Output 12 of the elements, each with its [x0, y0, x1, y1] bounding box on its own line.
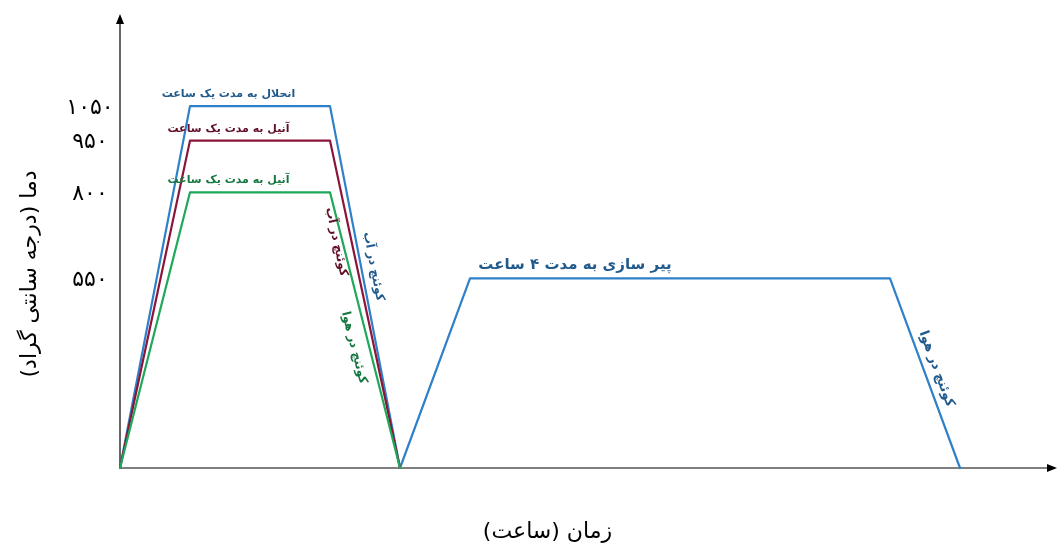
- annotation: کوئنچ در هوا: [916, 328, 959, 410]
- annotation: پیر سازی به مدت ۴ ساعت: [478, 255, 672, 275]
- y-tick-label: ۹۵۰: [72, 128, 108, 154]
- y-tick-label: ۵۵۰: [72, 265, 108, 291]
- annotation: کوئنچ در آب: [322, 205, 353, 278]
- y-tick-label: ۸۰۰: [72, 179, 108, 205]
- annotation: کوئنچ در هوا: [338, 309, 371, 386]
- annotation: انحلال به مدت یک ساعت: [161, 87, 296, 101]
- y-tick-label: ۱۰۵۰: [66, 93, 114, 119]
- y-axis-title: دما (درجه سانتی گراد): [16, 170, 41, 378]
- annotation: کوئنچ در آب: [359, 230, 389, 303]
- x-axis-title: زمان (ساعت): [482, 518, 613, 543]
